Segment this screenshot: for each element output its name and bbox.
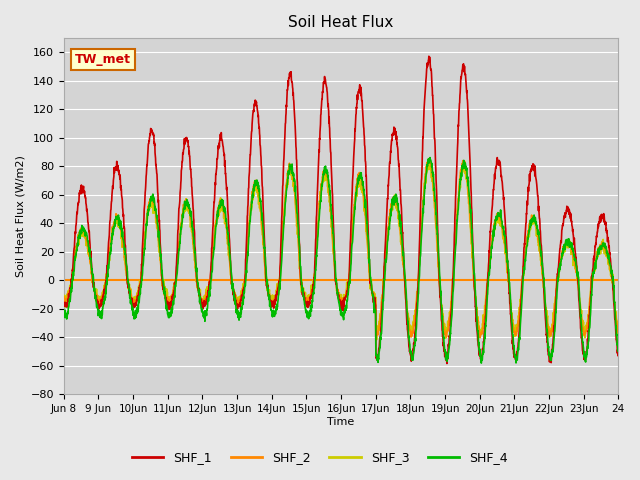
Text: TW_met: TW_met <box>75 53 131 66</box>
Legend: SHF_1, SHF_2, SHF_3, SHF_4: SHF_1, SHF_2, SHF_3, SHF_4 <box>127 446 513 469</box>
Title: Soil Heat Flux: Soil Heat Flux <box>289 15 394 30</box>
Y-axis label: Soil Heat Flux (W/m2): Soil Heat Flux (W/m2) <box>15 155 25 277</box>
X-axis label: Time: Time <box>328 417 355 427</box>
